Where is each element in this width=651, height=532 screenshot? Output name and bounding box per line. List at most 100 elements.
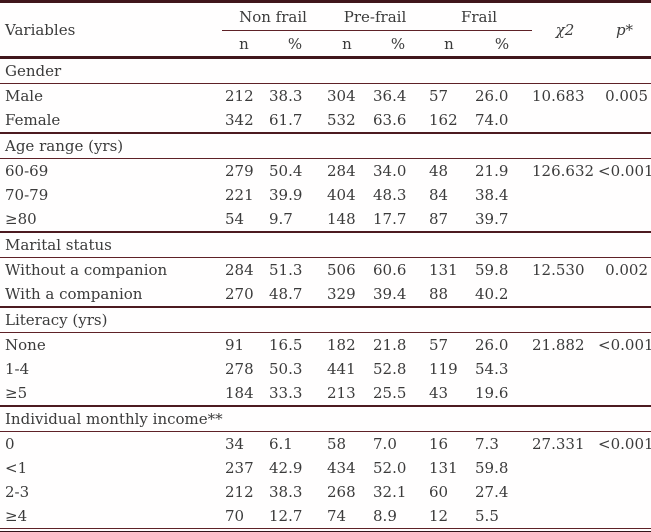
prefrail-n: 434 bbox=[327, 459, 356, 477]
prefrail-n: 58 bbox=[327, 435, 347, 453]
frail-n: 43 bbox=[429, 384, 449, 402]
row-label: With a companion bbox=[5, 285, 143, 303]
prefrail-pct: 25.5 bbox=[373, 384, 407, 402]
frail-pct: 27.4 bbox=[475, 483, 509, 501]
frail-pct: 39.7 bbox=[475, 210, 509, 228]
prefrail-n: 404 bbox=[327, 186, 356, 204]
frail-n: 48 bbox=[429, 162, 449, 180]
nonfrail-n: 212 bbox=[225, 87, 254, 105]
row-label: ≥4 bbox=[0, 504, 222, 529]
row-label: 1-4 bbox=[5, 360, 30, 378]
p-value bbox=[598, 456, 651, 480]
p-value bbox=[598, 381, 651, 406]
nonfrail-n: 34 bbox=[225, 435, 245, 453]
subcol-n-prefrail: n bbox=[324, 30, 371, 59]
prefrail-pct: 36.4 bbox=[373, 87, 407, 105]
chi2-value bbox=[532, 504, 599, 529]
frail-n: 84 bbox=[429, 186, 449, 204]
frail-pct: 21.9 bbox=[475, 162, 509, 180]
frail-pct: 54.3 bbox=[475, 360, 509, 378]
table-row: ≥5 184 33.3 213 25.5 43 19.6 bbox=[0, 381, 651, 406]
frail-pct: 40.2 bbox=[475, 285, 509, 303]
col-header-p-value: p* bbox=[598, 3, 651, 59]
subcol-n-nonfrail: n bbox=[222, 30, 266, 59]
chi2-value bbox=[532, 282, 598, 307]
prefrail-pct: 17.7 bbox=[373, 210, 407, 228]
table-row: With a companion 270 48.7 329 39.4 88 40.2 bbox=[0, 282, 651, 307]
row-label: 60-69 bbox=[5, 162, 49, 180]
table-row: Male 212 38.3 304 36.4 57 26.0 10.683 0.005 bbox=[0, 84, 651, 109]
p-value: 0.002 bbox=[605, 261, 649, 279]
nonfrail-pct: 12.7 bbox=[266, 504, 325, 529]
subcol-pct-prefrail: % bbox=[370, 30, 427, 59]
frail-pct: 26.0 bbox=[475, 87, 509, 105]
table-row: 0 34 6.1 58 7.0 16 7.3 27.331 <0.001 bbox=[0, 432, 651, 457]
table-row: ≥80 54 9.7 148 17.7 87 39.7 bbox=[0, 207, 651, 232]
section-row: Individual monthly income** bbox=[0, 405, 651, 432]
p-value bbox=[598, 480, 651, 504]
table-row: Female 342 61.7 532 63.6 162 74.0 bbox=[0, 108, 651, 133]
prefrail-pct: 39.4 bbox=[373, 285, 407, 303]
section-row: Age range (yrs) bbox=[0, 132, 651, 159]
nonfrail-n: 237 bbox=[225, 459, 254, 477]
prefrail-pct: 32.1 bbox=[373, 483, 407, 501]
chi2-value bbox=[532, 456, 598, 480]
table-row: 2-3 212 38.3 268 32.1 60 27.4 bbox=[0, 480, 651, 504]
nonfrail-n: 70 bbox=[222, 504, 266, 529]
nonfrail-pct: 48.7 bbox=[269, 285, 303, 303]
table-row: 70-79 221 39.9 404 48.3 84 38.4 bbox=[0, 183, 651, 207]
table-row: 1-4 278 50.3 441 52.8 119 54.3 bbox=[0, 357, 651, 381]
prefrail-n: 182 bbox=[327, 336, 356, 354]
col-header-chi2: χ2 bbox=[532, 3, 599, 59]
nonfrail-n: 270 bbox=[225, 285, 254, 303]
frail-pct: 19.6 bbox=[475, 384, 509, 402]
row-label: 0 bbox=[5, 435, 15, 453]
frail-n: 57 bbox=[429, 87, 449, 105]
table-header: Variables Non frail Pre-frail Frail χ2 p… bbox=[0, 3, 651, 59]
section-row: Literacy (yrs) bbox=[0, 306, 651, 333]
prefrail-pct: 7.0 bbox=[373, 435, 397, 453]
prefrail-pct: 60.6 bbox=[373, 261, 407, 279]
prefrail-pct: 52.0 bbox=[373, 459, 407, 477]
frail-n: 131 bbox=[429, 261, 458, 279]
section-header: Gender bbox=[0, 57, 651, 84]
col-group-pre-frail: Pre-frail bbox=[324, 3, 427, 31]
nonfrail-pct: 61.7 bbox=[269, 111, 303, 129]
nonfrail-pct: 50.4 bbox=[269, 162, 303, 180]
col-group-non-frail: Non frail bbox=[222, 3, 325, 31]
nonfrail-n: 284 bbox=[225, 261, 254, 279]
table-row: ≥4 70 12.7 74 8.9 12 5.5 bbox=[0, 504, 651, 529]
prefrail-pct: 63.6 bbox=[373, 111, 407, 129]
nonfrail-pct: 33.3 bbox=[269, 384, 303, 402]
section-header: Age range (yrs) bbox=[0, 132, 651, 159]
prefrail-n: 74 bbox=[324, 504, 371, 529]
section-header: Individual monthly income** bbox=[0, 405, 651, 432]
frail-n: 12 bbox=[426, 504, 473, 529]
prefrail-pct: 21.8 bbox=[373, 336, 407, 354]
nonfrail-n: 54 bbox=[225, 210, 245, 228]
prefrail-n: 268 bbox=[327, 483, 356, 501]
p-value: <0.001 bbox=[598, 435, 651, 453]
row-label: Female bbox=[5, 111, 61, 129]
nonfrail-pct: 39.9 bbox=[269, 186, 303, 204]
prefrail-n: 532 bbox=[327, 111, 356, 129]
prefrail-n: 148 bbox=[327, 210, 356, 228]
p-value bbox=[598, 108, 651, 133]
frail-pct: 26.0 bbox=[475, 336, 509, 354]
section-header: Literacy (yrs) bbox=[0, 306, 651, 333]
chi2-value: 12.530 bbox=[532, 261, 585, 279]
chi2-value bbox=[532, 357, 598, 381]
prefrail-n: 329 bbox=[327, 285, 356, 303]
frail-n: 16 bbox=[429, 435, 449, 453]
frail-n: 131 bbox=[429, 459, 458, 477]
nonfrail-pct: 16.5 bbox=[269, 336, 303, 354]
table-row: <1 237 42.9 434 52.0 131 59.8 bbox=[0, 456, 651, 480]
chi2-value: 10.683 bbox=[532, 87, 585, 105]
prefrail-n: 304 bbox=[327, 87, 356, 105]
nonfrail-n: 279 bbox=[225, 162, 254, 180]
frail-pct: 38.4 bbox=[475, 186, 509, 204]
frail-n: 119 bbox=[429, 360, 458, 378]
p-value bbox=[598, 282, 651, 307]
p-value bbox=[598, 183, 651, 207]
nonfrail-n: 91 bbox=[225, 336, 245, 354]
